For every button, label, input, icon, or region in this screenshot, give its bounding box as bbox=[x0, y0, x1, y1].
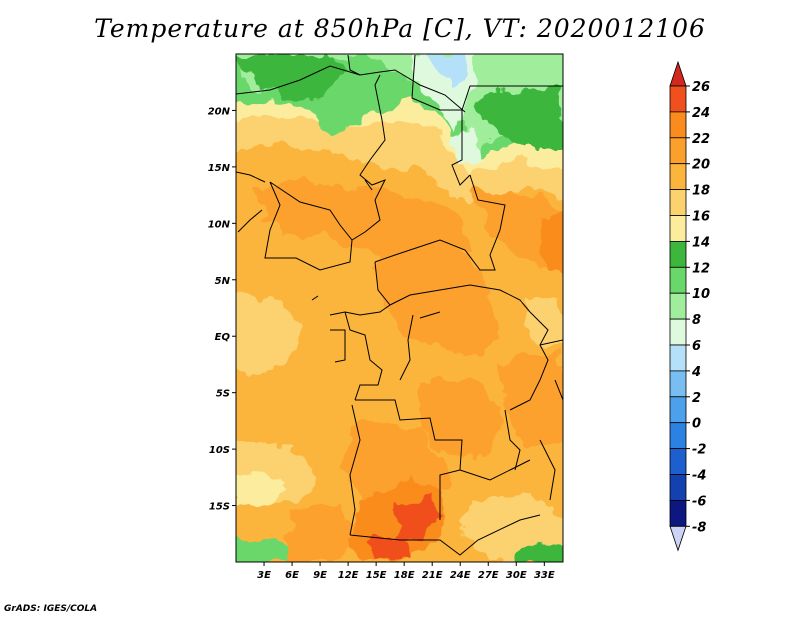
shade-16-18-coast bbox=[236, 295, 300, 375]
lon-tick-label: 27E bbox=[478, 570, 499, 581]
shade-8-10-spot bbox=[455, 130, 480, 165]
colorbar-swatch bbox=[669, 344, 687, 372]
country-borders bbox=[236, 54, 563, 556]
colorbar-tick-label: 22 bbox=[692, 132, 710, 147]
colorbar-tick-label: 26 bbox=[692, 80, 710, 95]
chart-title: Temperature at 850hPa [C], VT: 202001210… bbox=[94, 14, 706, 43]
lon-tick-label: 30E bbox=[506, 570, 527, 581]
longitude-axis: 3E 6E 9E 12E 15E 18E 21E 24E 27E 30E 33E bbox=[257, 562, 555, 581]
shade-22-24-east bbox=[540, 215, 563, 274]
shade-24-26-south bbox=[370, 535, 410, 560]
colorbar-swatch bbox=[669, 474, 687, 501]
lon-tick-label: 18E bbox=[394, 570, 415, 581]
lon-tick-label: 6E bbox=[285, 570, 299, 581]
colorbar-tick-label: 12 bbox=[692, 261, 710, 276]
colorbar-swatch bbox=[669, 448, 687, 475]
colorbar-swatch bbox=[669, 396, 687, 424]
colorbar-tick-label: 6 bbox=[692, 339, 701, 354]
lon-tick-label: 15E bbox=[366, 570, 387, 581]
shade-16-18-east-lakes bbox=[520, 295, 563, 345]
shade-12-green-east bbox=[475, 85, 563, 150]
colorbar-swatch bbox=[669, 111, 687, 139]
lon-tick-label: 33E bbox=[534, 570, 555, 581]
shade-14-16-sw bbox=[236, 470, 285, 505]
colorbar-tick-label: 4 bbox=[691, 365, 701, 380]
colorbar-tick-label: -8 bbox=[692, 520, 706, 535]
colorbar-under-triangle bbox=[669, 525, 687, 552]
lon-tick-label: 12E bbox=[338, 570, 359, 581]
colorbar-tick-label: 0 bbox=[692, 417, 701, 432]
colorbar-tick-label: 24 bbox=[692, 106, 710, 121]
colorbar-tick-label: 2 bbox=[692, 391, 701, 406]
lat-tick-label: 5S bbox=[216, 389, 230, 400]
colorbar-swatch bbox=[669, 266, 687, 294]
colorbar-swatch bbox=[669, 215, 687, 242]
colorbar-over-triangle bbox=[669, 60, 687, 87]
shade-20-22-east bbox=[470, 190, 560, 270]
lat-tick-label: 10N bbox=[208, 219, 231, 230]
lon-tick-label: 9E bbox=[313, 570, 327, 581]
colorbar-swatch bbox=[669, 318, 687, 346]
lat-tick-label: 10S bbox=[209, 445, 230, 456]
shade-20-22-se bbox=[500, 350, 563, 450]
lon-tick-label: 21E bbox=[422, 570, 443, 581]
shade-12-14-se-corner bbox=[515, 540, 563, 562]
shade-20-22-central bbox=[375, 240, 500, 360]
lat-tick-label: 20N bbox=[208, 106, 231, 117]
shade-6-8-north bbox=[430, 55, 470, 85]
colorbar-tick-label: -4 bbox=[692, 469, 706, 484]
lat-tick-label: 15S bbox=[209, 502, 230, 513]
colorbar-swatch bbox=[669, 499, 687, 527]
colorbar-tick-label: 16 bbox=[692, 210, 710, 225]
colorbar-tick-label: 20 bbox=[692, 158, 710, 173]
lon-tick-label: 24E bbox=[450, 570, 471, 581]
lat-tick-label: EQ bbox=[215, 332, 231, 343]
colorbar-swatch bbox=[669, 422, 687, 450]
shade-10-12-north bbox=[240, 54, 563, 150]
colorbar-tick-label: 10 bbox=[692, 287, 710, 302]
shade-24-26-kalahari bbox=[395, 495, 440, 545]
colorbar-swatch bbox=[669, 189, 687, 216]
shade-12-green-patch bbox=[236, 55, 345, 100]
colorbar-swatch bbox=[669, 292, 687, 320]
shade-12-14-sw-corner bbox=[236, 540, 290, 562]
lat-tick-label: 5N bbox=[215, 276, 231, 287]
grads-credit: GrADS: IGES/COLA bbox=[4, 604, 98, 614]
colorbar-tick-label: 18 bbox=[692, 184, 710, 199]
colorbar-swatch bbox=[669, 137, 687, 165]
temperature-field bbox=[236, 54, 563, 562]
map-frame bbox=[235, 53, 564, 563]
shade-20-22-south bbox=[285, 505, 360, 562]
colorbar-swatch bbox=[669, 85, 687, 113]
lat-tick-label: 15N bbox=[208, 163, 231, 174]
colorbar-swatch bbox=[669, 370, 687, 398]
latitude-axis: 20N 15N 10N 5N EQ 5S 10S 15S bbox=[208, 106, 236, 513]
colorbar-tick-label: 8 bbox=[692, 313, 701, 328]
colorbar-tick-label: -2 bbox=[692, 443, 706, 458]
colorbar-tick-label: 14 bbox=[692, 235, 710, 250]
colorbar-tick-label: -6 bbox=[692, 494, 706, 509]
colorbar-swatch bbox=[669, 240, 687, 268]
colorbar-swatch bbox=[669, 163, 687, 190]
lon-tick-label: 3E bbox=[257, 570, 271, 581]
